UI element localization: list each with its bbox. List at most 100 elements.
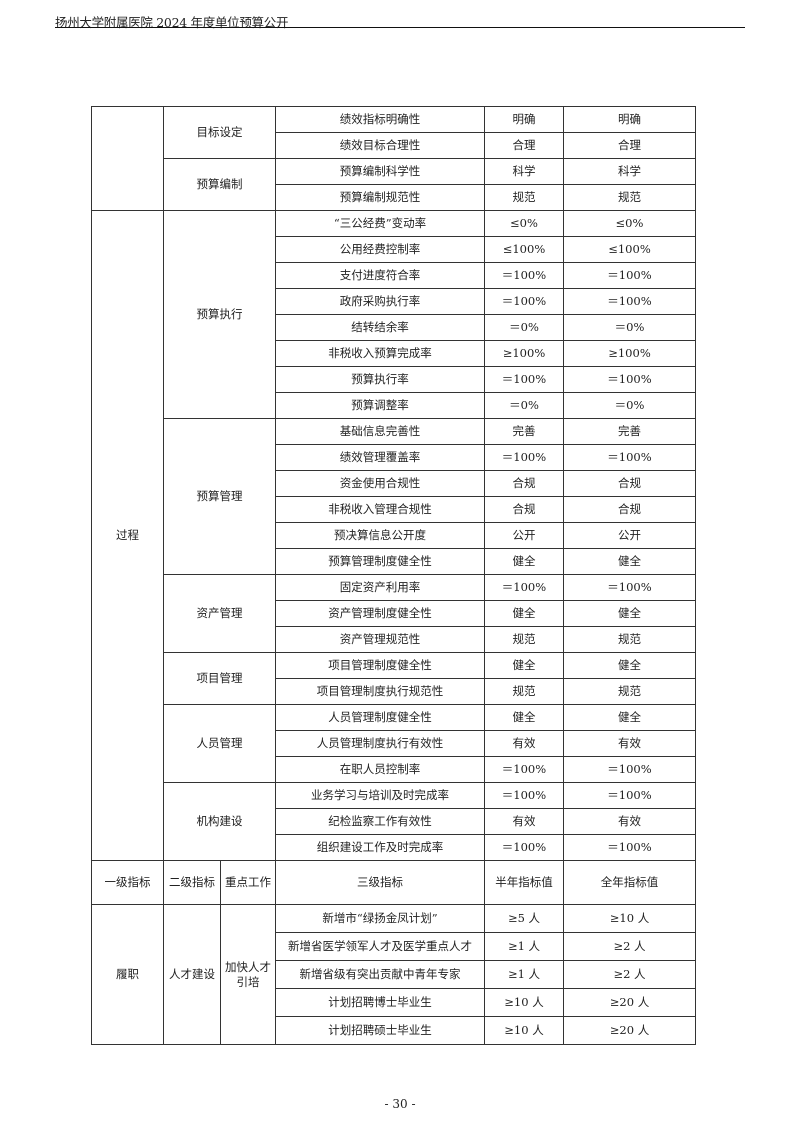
full-year-value: 完善 xyxy=(563,418,696,445)
level3-indicator: 资产管理规范性 xyxy=(275,626,485,653)
full-year-value: 有效 xyxy=(563,808,696,835)
half-year-value: 规范 xyxy=(484,678,564,705)
header-divider xyxy=(55,27,745,28)
key-work-cell: 加快人才引培 xyxy=(220,904,276,1045)
half-year-value: 健全 xyxy=(484,600,564,627)
level3-indicator: 在职人员控制率 xyxy=(275,756,485,783)
running-header: 扬州大学附属医院 2024 年度单位预算公开 xyxy=(55,15,289,30)
table-row: 履职 人才建设 加快人才引培 新增市“绿扬金凤计划” ≥5 人 ≥10 人 xyxy=(91,904,696,1045)
level3-indicator: 政府采购执行率 xyxy=(275,288,485,315)
level3-indicator: 公用经费控制率 xyxy=(275,236,485,263)
level1-cell: 履职 xyxy=(91,904,164,1045)
level3-indicator: 资产管理制度健全性 xyxy=(275,600,485,627)
page-number: - 30 - xyxy=(384,1097,416,1111)
table-row: 绩效目标合理性 合理 合理 xyxy=(92,132,696,159)
header-half-year: 半年指标值 xyxy=(484,860,564,905)
level3-indicator: 纪检监察工作有效性 xyxy=(275,808,485,835)
full-year-value: ＝100% xyxy=(563,756,696,783)
level2-cell: 预算管理 xyxy=(163,418,276,575)
table-row: 资产管理制度健全性 健全 健全 xyxy=(92,600,696,627)
header-level2: 二级指标 xyxy=(163,860,221,905)
level1-cell: 过程 xyxy=(91,210,164,861)
half-year-value: 公开 xyxy=(484,522,564,549)
half-year-value: 科学 xyxy=(484,158,564,185)
half-year-value: ＝100% xyxy=(484,574,564,601)
full-year-value: 合规 xyxy=(563,496,696,523)
level3-indicator: 新增省医学领军人才及医学重点人才 xyxy=(275,932,485,961)
level3-indicator: 非税收入预算完成率 xyxy=(275,340,485,367)
half-year-value: ＝100% xyxy=(484,834,564,861)
half-year-value: 规范 xyxy=(484,626,564,653)
table-row: 计划招聘博士毕业生 ≥10 人 ≥20 人 xyxy=(92,988,696,1017)
table-row: 过程 预算执行 “三公经费”变动率 ≤0% ≤0% xyxy=(91,210,696,861)
level3-indicator: 人员管理制度执行有效性 xyxy=(275,730,485,757)
full-year-value: 规范 xyxy=(563,678,696,705)
header-level1: 一级指标 xyxy=(91,860,164,905)
level3-indicator: 预算管理制度健全性 xyxy=(275,548,485,575)
half-year-value: 规范 xyxy=(484,184,564,211)
level3-indicator: 预算编制规范性 xyxy=(275,184,485,211)
level2-cell: 预算编制 xyxy=(163,158,276,211)
level3-indicator: 绩效管理覆盖率 xyxy=(275,444,485,471)
level3-indicator: 项目管理制度健全性 xyxy=(275,652,485,679)
level2-cell: 人才建设 xyxy=(163,904,221,1045)
half-year-value: ≥1 人 xyxy=(484,932,564,961)
half-year-value: ≥100% xyxy=(484,340,564,367)
half-year-value: ≥10 人 xyxy=(484,988,564,1017)
level2-cell: 预算执行 xyxy=(163,210,276,419)
half-year-value: 合规 xyxy=(484,496,564,523)
half-year-value: ＝0% xyxy=(484,392,564,419)
half-year-value: 有效 xyxy=(484,808,564,835)
table-row: 项目管理 项目管理制度健全性 健全 健全 xyxy=(92,652,696,705)
half-year-value: 健全 xyxy=(484,704,564,731)
half-year-value: ≥1 人 xyxy=(484,960,564,989)
level3-indicator: “三公经费”变动率 xyxy=(275,210,485,237)
level3-indicator: 业务学习与培训及时完成率 xyxy=(275,782,485,809)
table-row: 预算编制 预算编制科学性 科学 科学 xyxy=(92,158,696,211)
table-header-row: 一级指标 二级指标 重点工作 三级指标 半年指标值 全年指标值 xyxy=(91,860,696,905)
level3-indicator: 预算调整率 xyxy=(275,392,485,419)
table-row: 结转结余率 ＝0% ＝0% xyxy=(92,314,696,341)
half-year-value: 明确 xyxy=(484,106,564,133)
full-year-value: 科学 xyxy=(563,158,696,185)
half-year-value: 健全 xyxy=(484,652,564,679)
full-year-value: 合规 xyxy=(563,470,696,497)
full-year-value: ＝0% xyxy=(563,314,696,341)
full-year-value: ＝0% xyxy=(563,392,696,419)
half-year-value: 合规 xyxy=(484,470,564,497)
level3-indicator: 支付进度符合率 xyxy=(275,262,485,289)
half-year-value: ≤100% xyxy=(484,236,564,263)
level3-indicator: 计划招聘博士毕业生 xyxy=(275,988,485,1017)
half-year-value: ≥5 人 xyxy=(484,904,564,933)
full-year-value: 健全 xyxy=(563,704,696,731)
full-year-value: ≥10 人 xyxy=(563,904,696,933)
half-year-value: 完善 xyxy=(484,418,564,445)
full-year-value: 合理 xyxy=(563,132,696,159)
level3-indicator: 结转结余率 xyxy=(275,314,485,341)
table-row: 资金使用合规性 合规 合规 xyxy=(92,470,696,497)
full-year-value: ＝100% xyxy=(563,444,696,471)
table-row: 人员管理 人员管理制度健全性 健全 健全 xyxy=(92,704,696,783)
table-row: 机构建设 业务学习与培训及时完成率 ＝100% ＝100% xyxy=(92,782,696,861)
half-year-value: 健全 xyxy=(484,548,564,575)
half-year-value: 合理 xyxy=(484,132,564,159)
full-year-value: ≥2 人 xyxy=(563,960,696,989)
full-year-value: 明确 xyxy=(563,106,696,133)
table-row: 资产管理 固定资产利用率 ＝100% ＝100% xyxy=(92,574,696,653)
half-year-value: ＝100% xyxy=(484,288,564,315)
table-row: 预算调整率 ＝0% ＝0% xyxy=(92,392,696,419)
level2-cell: 目标设定 xyxy=(163,106,276,159)
level2-cell: 资产管理 xyxy=(163,574,276,653)
full-year-value: 有效 xyxy=(563,730,696,757)
full-year-value: 健全 xyxy=(563,652,696,679)
full-year-value: ＝100% xyxy=(563,288,696,315)
table-row: 目标设定 绩效指标明确性 明确 明确 xyxy=(91,106,696,211)
header-full-year: 全年指标值 xyxy=(563,860,696,905)
full-year-value: ＝100% xyxy=(563,834,696,861)
level3-indicator: 非税收入管理合规性 xyxy=(275,496,485,523)
level1-cell xyxy=(91,106,164,211)
table-row: 资产管理规范性 规范 规范 xyxy=(92,626,696,653)
level3-indicator: 绩效指标明确性 xyxy=(275,106,485,133)
full-year-value: ≥100% xyxy=(563,340,696,367)
half-year-value: ≤0% xyxy=(484,210,564,237)
